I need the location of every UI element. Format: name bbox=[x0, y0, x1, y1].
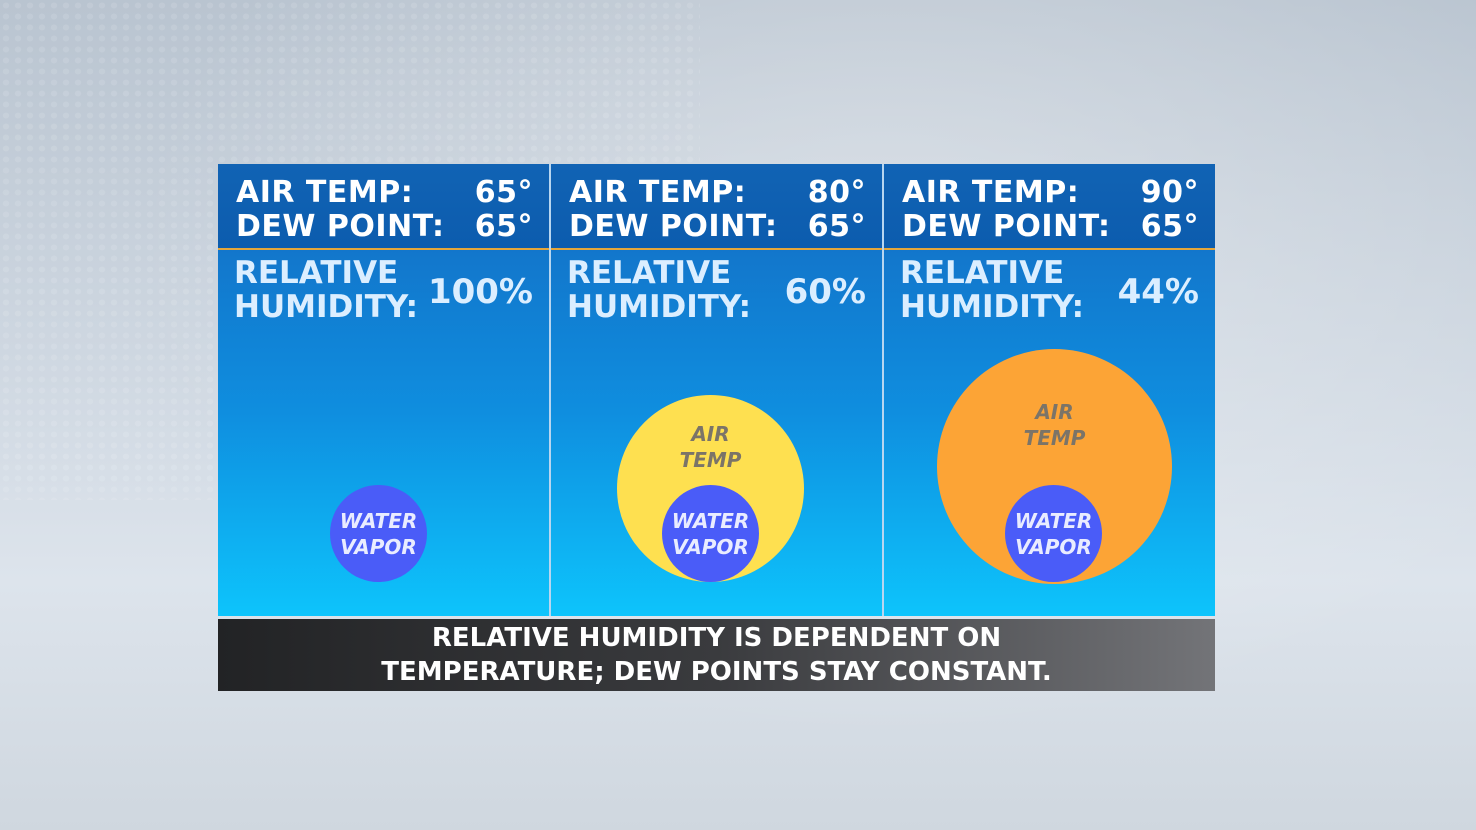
relative-humidity: RELATIVE HUMIDITY: 44% bbox=[900, 256, 1199, 326]
rh-label-line2: HUMIDITY: bbox=[900, 289, 1085, 325]
vapor-label-line2: VAPOR bbox=[1015, 534, 1092, 559]
rh-value: 100% bbox=[427, 272, 533, 312]
air-temp-value: 80° bbox=[807, 175, 866, 210]
air-temp-value: 65° bbox=[474, 175, 533, 210]
dew-point-value: 65° bbox=[474, 209, 533, 244]
vapor-label-line1: WATER bbox=[1014, 508, 1093, 533]
panel-header: AIR TEMP: 80° DEW POINT: 65° bbox=[551, 164, 882, 250]
air-label-line2: TEMP bbox=[679, 448, 742, 472]
rh-label-line2: HUMIDITY: bbox=[567, 289, 752, 325]
rh-label-line1: RELATIVE bbox=[234, 255, 399, 291]
water-vapor-circle: WATER VAPOR bbox=[1005, 485, 1102, 582]
panel-65-degrees: AIR TEMP: 65° DEW POINT: 65° RELATIVE HUMID… bbox=[218, 164, 551, 616]
panel-90-degrees: AIR TEMP: 90° DEW POINT: 65° RELATIVE HUMID… bbox=[884, 164, 1215, 616]
rh-label-line2: HUMIDITY: bbox=[234, 289, 419, 325]
vapor-label-line2: VAPOR bbox=[340, 534, 417, 559]
air-label-line2: TEMP bbox=[1023, 426, 1086, 450]
panel-header: AIR TEMP: 65° DEW POINT: 65° bbox=[218, 164, 549, 250]
dew-point-value: 65° bbox=[1140, 209, 1199, 244]
humidity-comparison-board: AIR TEMP: 65° DEW POINT: 65° RELATIVE HUMID… bbox=[218, 164, 1215, 616]
water-vapor-circle: WATER VAPOR bbox=[662, 485, 759, 582]
dew-point-label: DEW POINT: bbox=[569, 209, 778, 244]
dew-point-value: 65° bbox=[807, 209, 866, 244]
caption-line2: TEMPERATURE; DEW POINTS STAY CONSTANT. bbox=[381, 657, 1052, 687]
water-vapor-circle: WATER VAPOR bbox=[330, 485, 427, 582]
rh-value: 60% bbox=[784, 272, 866, 312]
air-label-line1: AIR bbox=[691, 422, 730, 446]
panel-header: AIR TEMP: 90° DEW POINT: 65° bbox=[884, 164, 1215, 250]
caption-bar: RELATIVE HUMIDITY IS DEPENDENT ON TEMPER… bbox=[218, 619, 1215, 691]
rh-label-line1: RELATIVE bbox=[900, 255, 1065, 291]
panel-80-degrees: AIR TEMP: 80° DEW POINT: 65° RELATIVE HUMID… bbox=[551, 164, 884, 616]
relative-humidity: RELATIVE HUMIDITY: 100% bbox=[234, 256, 533, 326]
dew-point-label: DEW POINT: bbox=[902, 209, 1111, 244]
air-label-line1: AIR bbox=[1035, 400, 1074, 424]
caption-line1: RELATIVE HUMIDITY IS DEPENDENT ON bbox=[431, 623, 1002, 653]
vapor-label-line1: WATER bbox=[671, 508, 750, 533]
rh-label-line1: RELATIVE bbox=[567, 255, 732, 291]
relative-humidity: RELATIVE HUMIDITY: 60% bbox=[567, 256, 866, 326]
air-temp-label: AIR TEMP: bbox=[569, 175, 747, 210]
air-temp-value: 90° bbox=[1140, 175, 1199, 210]
dew-point-label: DEW POINT: bbox=[236, 209, 445, 244]
vapor-label-line2: VAPOR bbox=[672, 534, 749, 559]
air-temp-label: AIR TEMP: bbox=[902, 175, 1080, 210]
rh-value: 44% bbox=[1117, 272, 1199, 312]
vapor-label-line1: WATER bbox=[339, 508, 418, 533]
air-temp-label: AIR TEMP: bbox=[236, 175, 414, 210]
